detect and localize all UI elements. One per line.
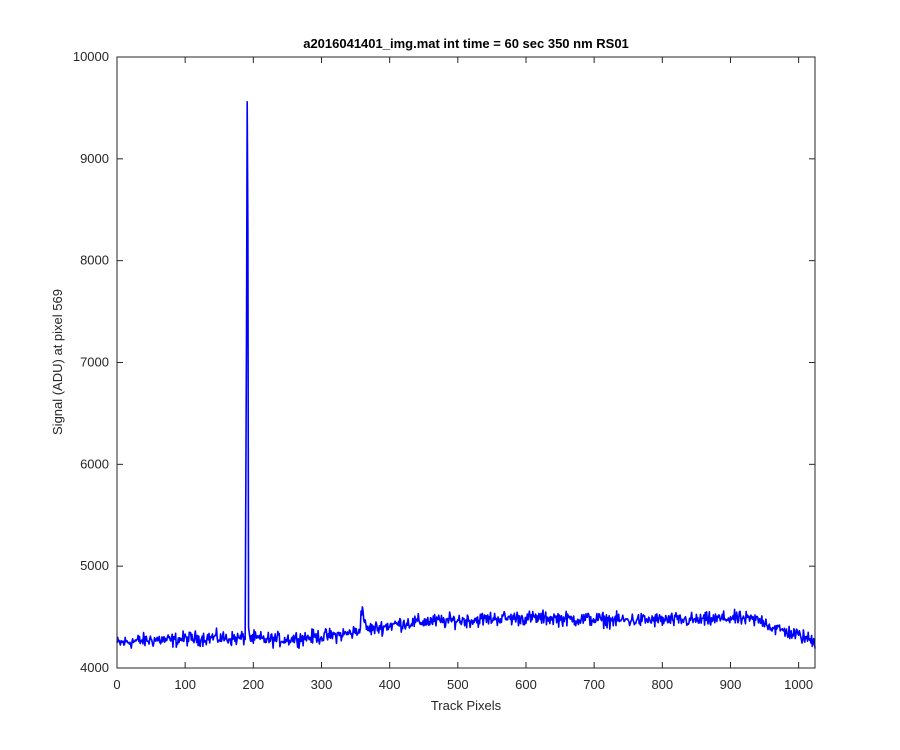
signal-line xyxy=(116,101,816,650)
tick-labels: 0 100 200 300 400 500 600 700 800 900 1000 4000 5000… xyxy=(73,49,813,692)
series-layer xyxy=(116,101,816,650)
x-tick-label: 300 xyxy=(311,677,333,692)
x-tick-label: 800 xyxy=(651,677,673,692)
x-tick-label: 1000 xyxy=(784,677,813,692)
y-tick-label: 7000 xyxy=(80,355,109,370)
x-tick-label: 100 xyxy=(174,677,196,692)
y-tick-label: 10000 xyxy=(73,49,109,64)
y-tick-label: 8000 xyxy=(80,253,109,268)
y-tick-label: 9000 xyxy=(80,151,109,166)
x-tick-label: 900 xyxy=(720,677,742,692)
plot-area xyxy=(117,57,815,668)
x-tick-label: 0 xyxy=(113,677,120,692)
y-tick-label: 5000 xyxy=(80,558,109,573)
x-tick-label: 600 xyxy=(515,677,537,692)
x-tick-label: 700 xyxy=(583,677,605,692)
y-tick-label: 6000 xyxy=(80,456,109,471)
x-axis-label: Track Pixels xyxy=(431,698,502,713)
chart-title: a2016041401_img.mat int time = 60 sec 35… xyxy=(303,36,629,51)
x-tick-label: 400 xyxy=(379,677,401,692)
y-tick-label: 4000 xyxy=(80,660,109,675)
y-axis-label: Signal (ADU) at pixel 569 xyxy=(50,289,65,435)
x-tick-label: 200 xyxy=(242,677,264,692)
axes-box xyxy=(116,56,816,669)
x-tick-label: 500 xyxy=(447,677,469,692)
